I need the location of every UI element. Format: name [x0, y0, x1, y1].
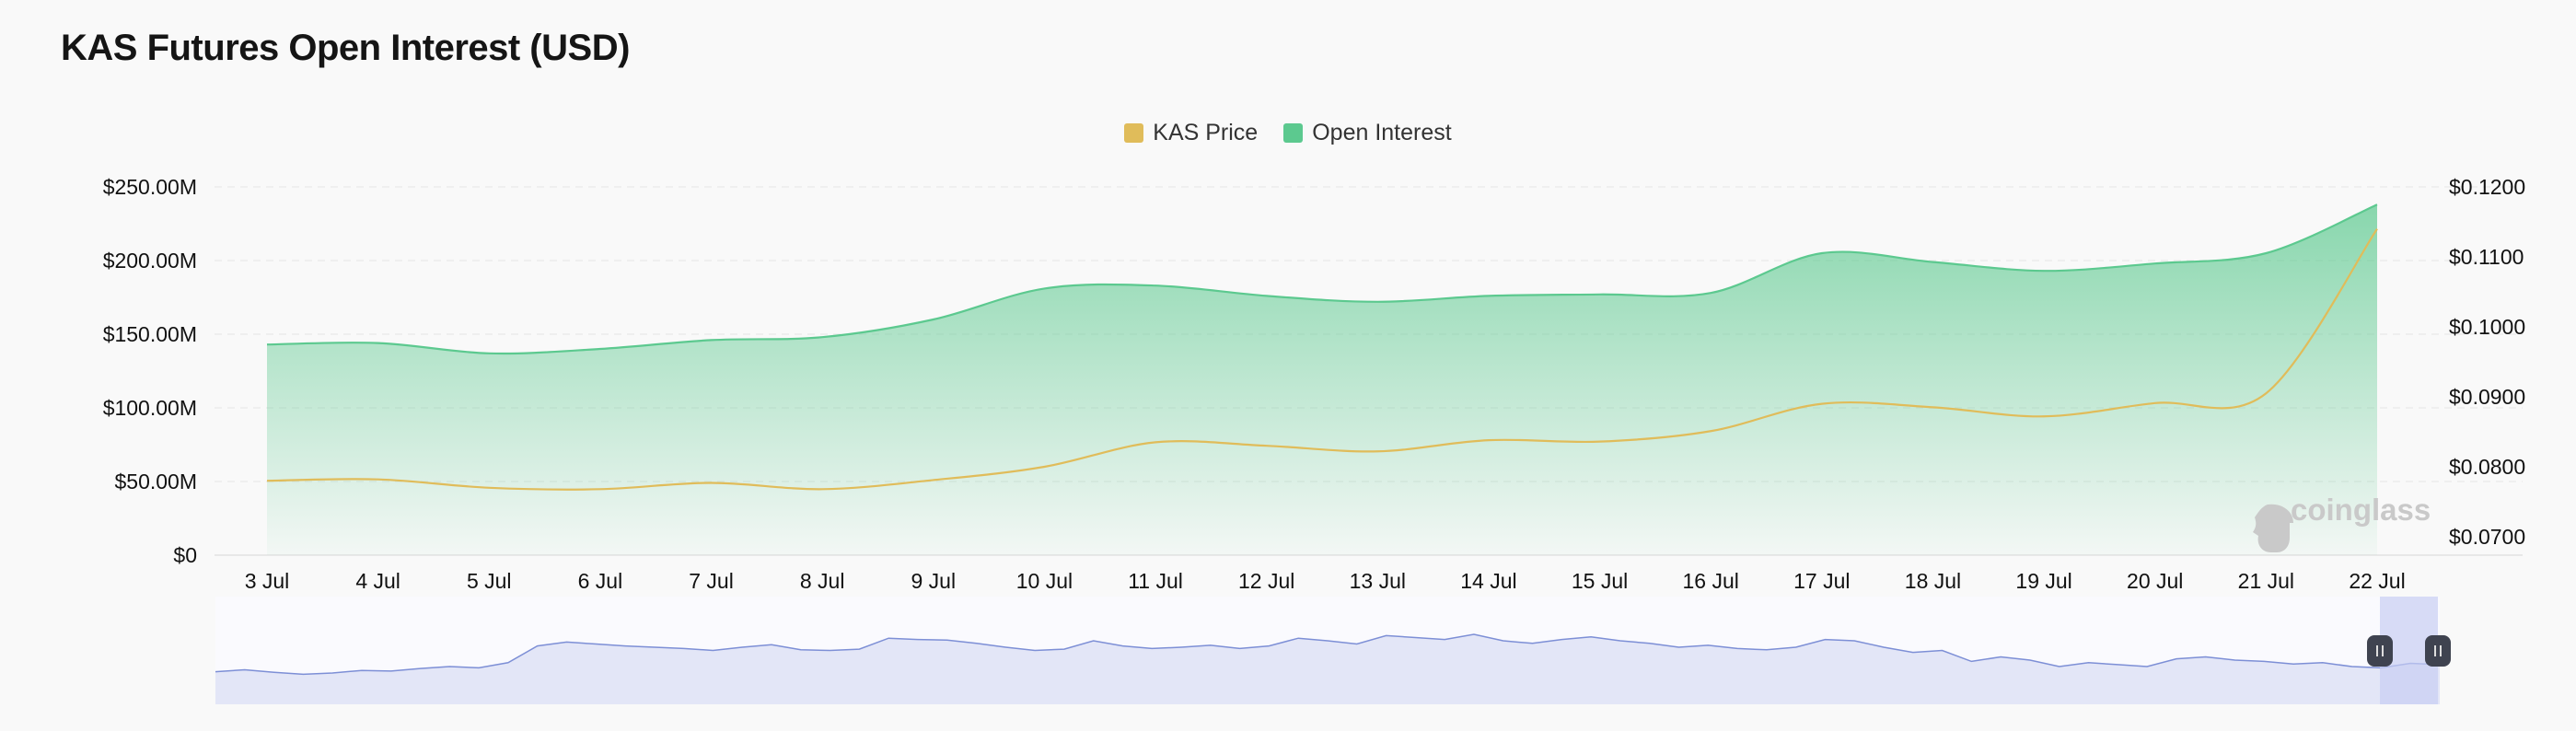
chart-title: KAS Futures Open Interest (USD): [61, 28, 630, 68]
x-tick-label: 21 Jul: [2238, 569, 2294, 593]
coinglass-watermark: coinglass: [2253, 493, 2431, 552]
x-tick-label: 7 Jul: [689, 569, 734, 593]
y-left-tick-label: $0: [173, 543, 197, 567]
legend-swatch-kas-price: [1124, 123, 1144, 143]
y-right-tick-label: $0.1100: [2449, 245, 2524, 269]
x-tick-label: 12 Jul: [1238, 569, 1294, 593]
y-left-tick-label: $50.00M: [114, 470, 197, 493]
x-tick-label: 4 Jul: [355, 569, 400, 593]
x-tick-label: 10 Jul: [1016, 569, 1073, 593]
chart-legend: KAS Price Open Interest: [0, 120, 2576, 146]
navigator-handle-right[interactable]: [2425, 635, 2451, 667]
range-navigator[interactable]: [215, 597, 2451, 704]
x-tick-label: 19 Jul: [2015, 569, 2071, 593]
x-tick-label: 15 Jul: [1572, 569, 1628, 593]
y-left-tick-label: $100.00M: [103, 396, 197, 420]
navigator-line: [215, 633, 2441, 676]
y-left-tick-label: $250.00M: [103, 175, 197, 199]
x-tick-label: 14 Jul: [1460, 569, 1516, 593]
plot-area: [266, 203, 2378, 555]
watermark-text: coinglass: [2291, 493, 2431, 527]
handle-body[interactable]: [2425, 635, 2451, 667]
x-tick-label: 6 Jul: [578, 569, 623, 593]
open-interest-line: [266, 203, 2378, 355]
open-interest-area: [267, 204, 2377, 555]
x-tick-label: 20 Jul: [2127, 569, 2183, 593]
legend-item-kas-price[interactable]: KAS Price: [1124, 120, 1258, 146]
navigator-handle-left[interactable]: [2367, 635, 2393, 667]
y-left-tick-label: $150.00M: [103, 322, 197, 346]
y-right-tick-label: $0.1200: [2449, 175, 2525, 199]
axes: $0 $50.00M $100.00M $150.00M $200.00M $250.00…: [103, 175, 2525, 593]
y-right-tick-label: $0.0700: [2449, 525, 2525, 549]
x-tick-label: 22 Jul: [2349, 569, 2405, 593]
x-tick-label: 5 Jul: [467, 569, 512, 593]
x-tick-label: 8 Jul: [800, 569, 845, 593]
y-right-tick-label: $0.1000: [2449, 315, 2525, 339]
legend-item-open-interest[interactable]: Open Interest: [1283, 120, 1452, 146]
y-right-tick-label: $0.0900: [2449, 385, 2525, 409]
legend-label-kas-price: KAS Price: [1153, 120, 1259, 145]
navigator-area: [215, 634, 2440, 704]
kas-price-line: [266, 227, 2378, 491]
y-left-tick-label: $200.00M: [103, 249, 197, 273]
x-tick-label: 3 Jul: [245, 569, 290, 593]
x-tick-label: 13 Jul: [1350, 569, 1406, 593]
x-tick-label: 17 Jul: [1793, 569, 1850, 593]
coinglass-logo-icon: [2253, 504, 2293, 552]
x-tick-label: 9 Jul: [911, 569, 956, 593]
handle-body[interactable]: [2367, 635, 2393, 667]
y-right-tick-label: $0.0800: [2449, 455, 2525, 479]
x-tick-label: 18 Jul: [1905, 569, 1961, 593]
x-tick-label: 16 Jul: [1683, 569, 1739, 593]
legend-label-open-interest: Open Interest: [1312, 120, 1452, 145]
legend-swatch-open-interest: [1283, 123, 1304, 143]
x-tick-label: 11 Jul: [1128, 569, 1183, 593]
